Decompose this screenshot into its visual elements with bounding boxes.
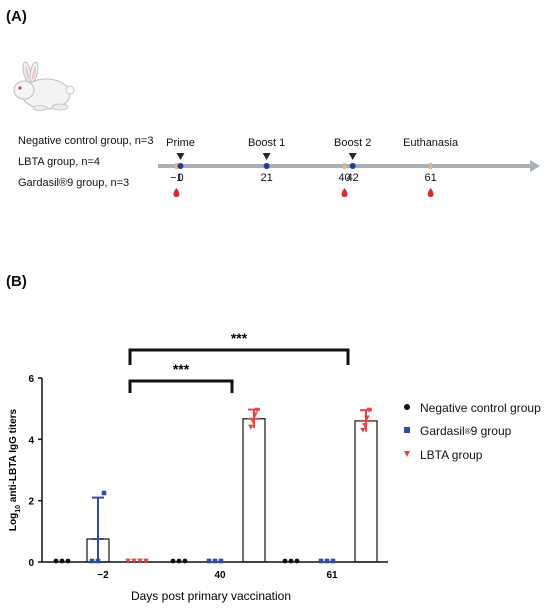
point-1-1-0 (206, 558, 212, 564)
legend-item-gardasil: Gardasil ® 9 group (402, 424, 511, 438)
point-2-1-3 (254, 407, 260, 413)
point-0-1-0 (170, 558, 176, 564)
timeline-arrowhead (530, 160, 540, 172)
timeline-day-label-4: 42 (347, 172, 359, 184)
blood-drop-icon (427, 188, 434, 197)
point-0-2-2 (294, 558, 300, 564)
timeline-day-label-5: 61 (424, 172, 436, 184)
timeline-dot-1 (263, 163, 270, 169)
timeline-group-gardasil: Gardasil®9 group, n=3 (18, 177, 130, 189)
point-2-2-2 (364, 415, 370, 421)
point-1-0-2 (101, 490, 107, 496)
point-2-0-1 (131, 558, 137, 564)
point-0-2-0 (282, 558, 288, 564)
timeline-day-label-1: 0 (177, 172, 183, 184)
point-1-1-1 (212, 558, 218, 564)
timeline-day-label-3: 40 (338, 172, 350, 184)
timeline-day-label-0: −1 (170, 172, 183, 184)
point-2-1-0 (248, 424, 254, 430)
point-0-0-1 (59, 558, 65, 564)
legend-label-gardasil-rest: 9 group (470, 424, 512, 438)
timeline-tick-3 (343, 163, 346, 169)
point-1-1-2 (218, 558, 224, 564)
timeline-event-2: Boost 2 (334, 137, 371, 149)
timeline-dot-0 (177, 163, 184, 169)
legend-item-lbta: LBTA group (402, 448, 482, 462)
bar-2-2 (354, 420, 378, 563)
point-0-2-1 (288, 558, 294, 564)
bar-2-1 (242, 418, 266, 563)
significance-bracket-0 (128, 379, 234, 393)
point-2-0-3 (143, 558, 149, 564)
point-2-1-2 (252, 412, 258, 418)
timeline-arrow-2 (348, 153, 357, 160)
timeline-arrow-1 (262, 153, 271, 160)
y-tick-label-3: 6 (28, 374, 34, 385)
timeline-group-negative: Negative control group, n=3 (18, 135, 154, 147)
timeline-tick-5 (429, 163, 433, 169)
legend-label-gardasil-sup: ® (464, 426, 471, 436)
timeline-group-lbta: LBTA group, n=4 (18, 156, 101, 168)
timeline-tick-0 (174, 163, 178, 169)
blood-drop-icon (341, 188, 348, 197)
point-1-2-1 (324, 558, 330, 564)
point-0-0-2 (65, 558, 71, 564)
x-tick-label-2: 61 (326, 570, 338, 581)
point-0-1-1 (176, 558, 182, 564)
point-1-0-1 (95, 558, 101, 564)
panel-a-label: (A) (6, 8, 27, 25)
legend-label-lbta: LBTA group (420, 448, 483, 462)
y-axis-label: Log10 anti-LBTA IgG titers (8, 408, 22, 531)
y-tick-label-2: 4 (28, 435, 34, 446)
legend-label-gardasil-main: Gardasil (420, 424, 465, 438)
y-tick-label-0: 0 (28, 558, 34, 569)
point-1-2-2 (330, 558, 336, 564)
point-0-1-2 (182, 558, 188, 564)
significance-label-1: *** (231, 330, 248, 346)
timeline-event-1: Boost 1 (248, 137, 285, 149)
point-2-0-0 (125, 558, 131, 564)
point-2-0-2 (137, 558, 143, 564)
point-2-1-1 (250, 418, 256, 424)
panel-b-label: (B) (6, 273, 27, 290)
point-2-2-3 (366, 407, 372, 413)
significance-label-0: *** (173, 361, 190, 377)
blood-drop-icon (173, 188, 180, 197)
timeline-event-0: Prime (166, 137, 195, 149)
legend-item-negative: Negative control group (402, 401, 541, 415)
x-tick-label-0: −2 (97, 570, 109, 581)
timeline-arrow-0 (176, 153, 185, 160)
legend-label-negative: Negative control group (420, 401, 541, 415)
point-2-2-0 (360, 427, 366, 433)
timeline-dot-2 (349, 163, 356, 169)
point-1-0-0 (89, 558, 95, 564)
timeline-day-label-2: 21 (260, 172, 272, 184)
x-tick-label-1: 40 (214, 570, 226, 581)
y-tick-label-1: 2 (28, 497, 34, 508)
point-1-2-0 (318, 558, 324, 564)
point-2-2-1 (362, 423, 368, 429)
significance-bracket-1 (128, 348, 350, 365)
point-0-0-0 (53, 558, 59, 564)
x-axis-label: Days post primary vaccination (131, 589, 291, 603)
timeline-event-3: Euthanasia (403, 137, 459, 149)
